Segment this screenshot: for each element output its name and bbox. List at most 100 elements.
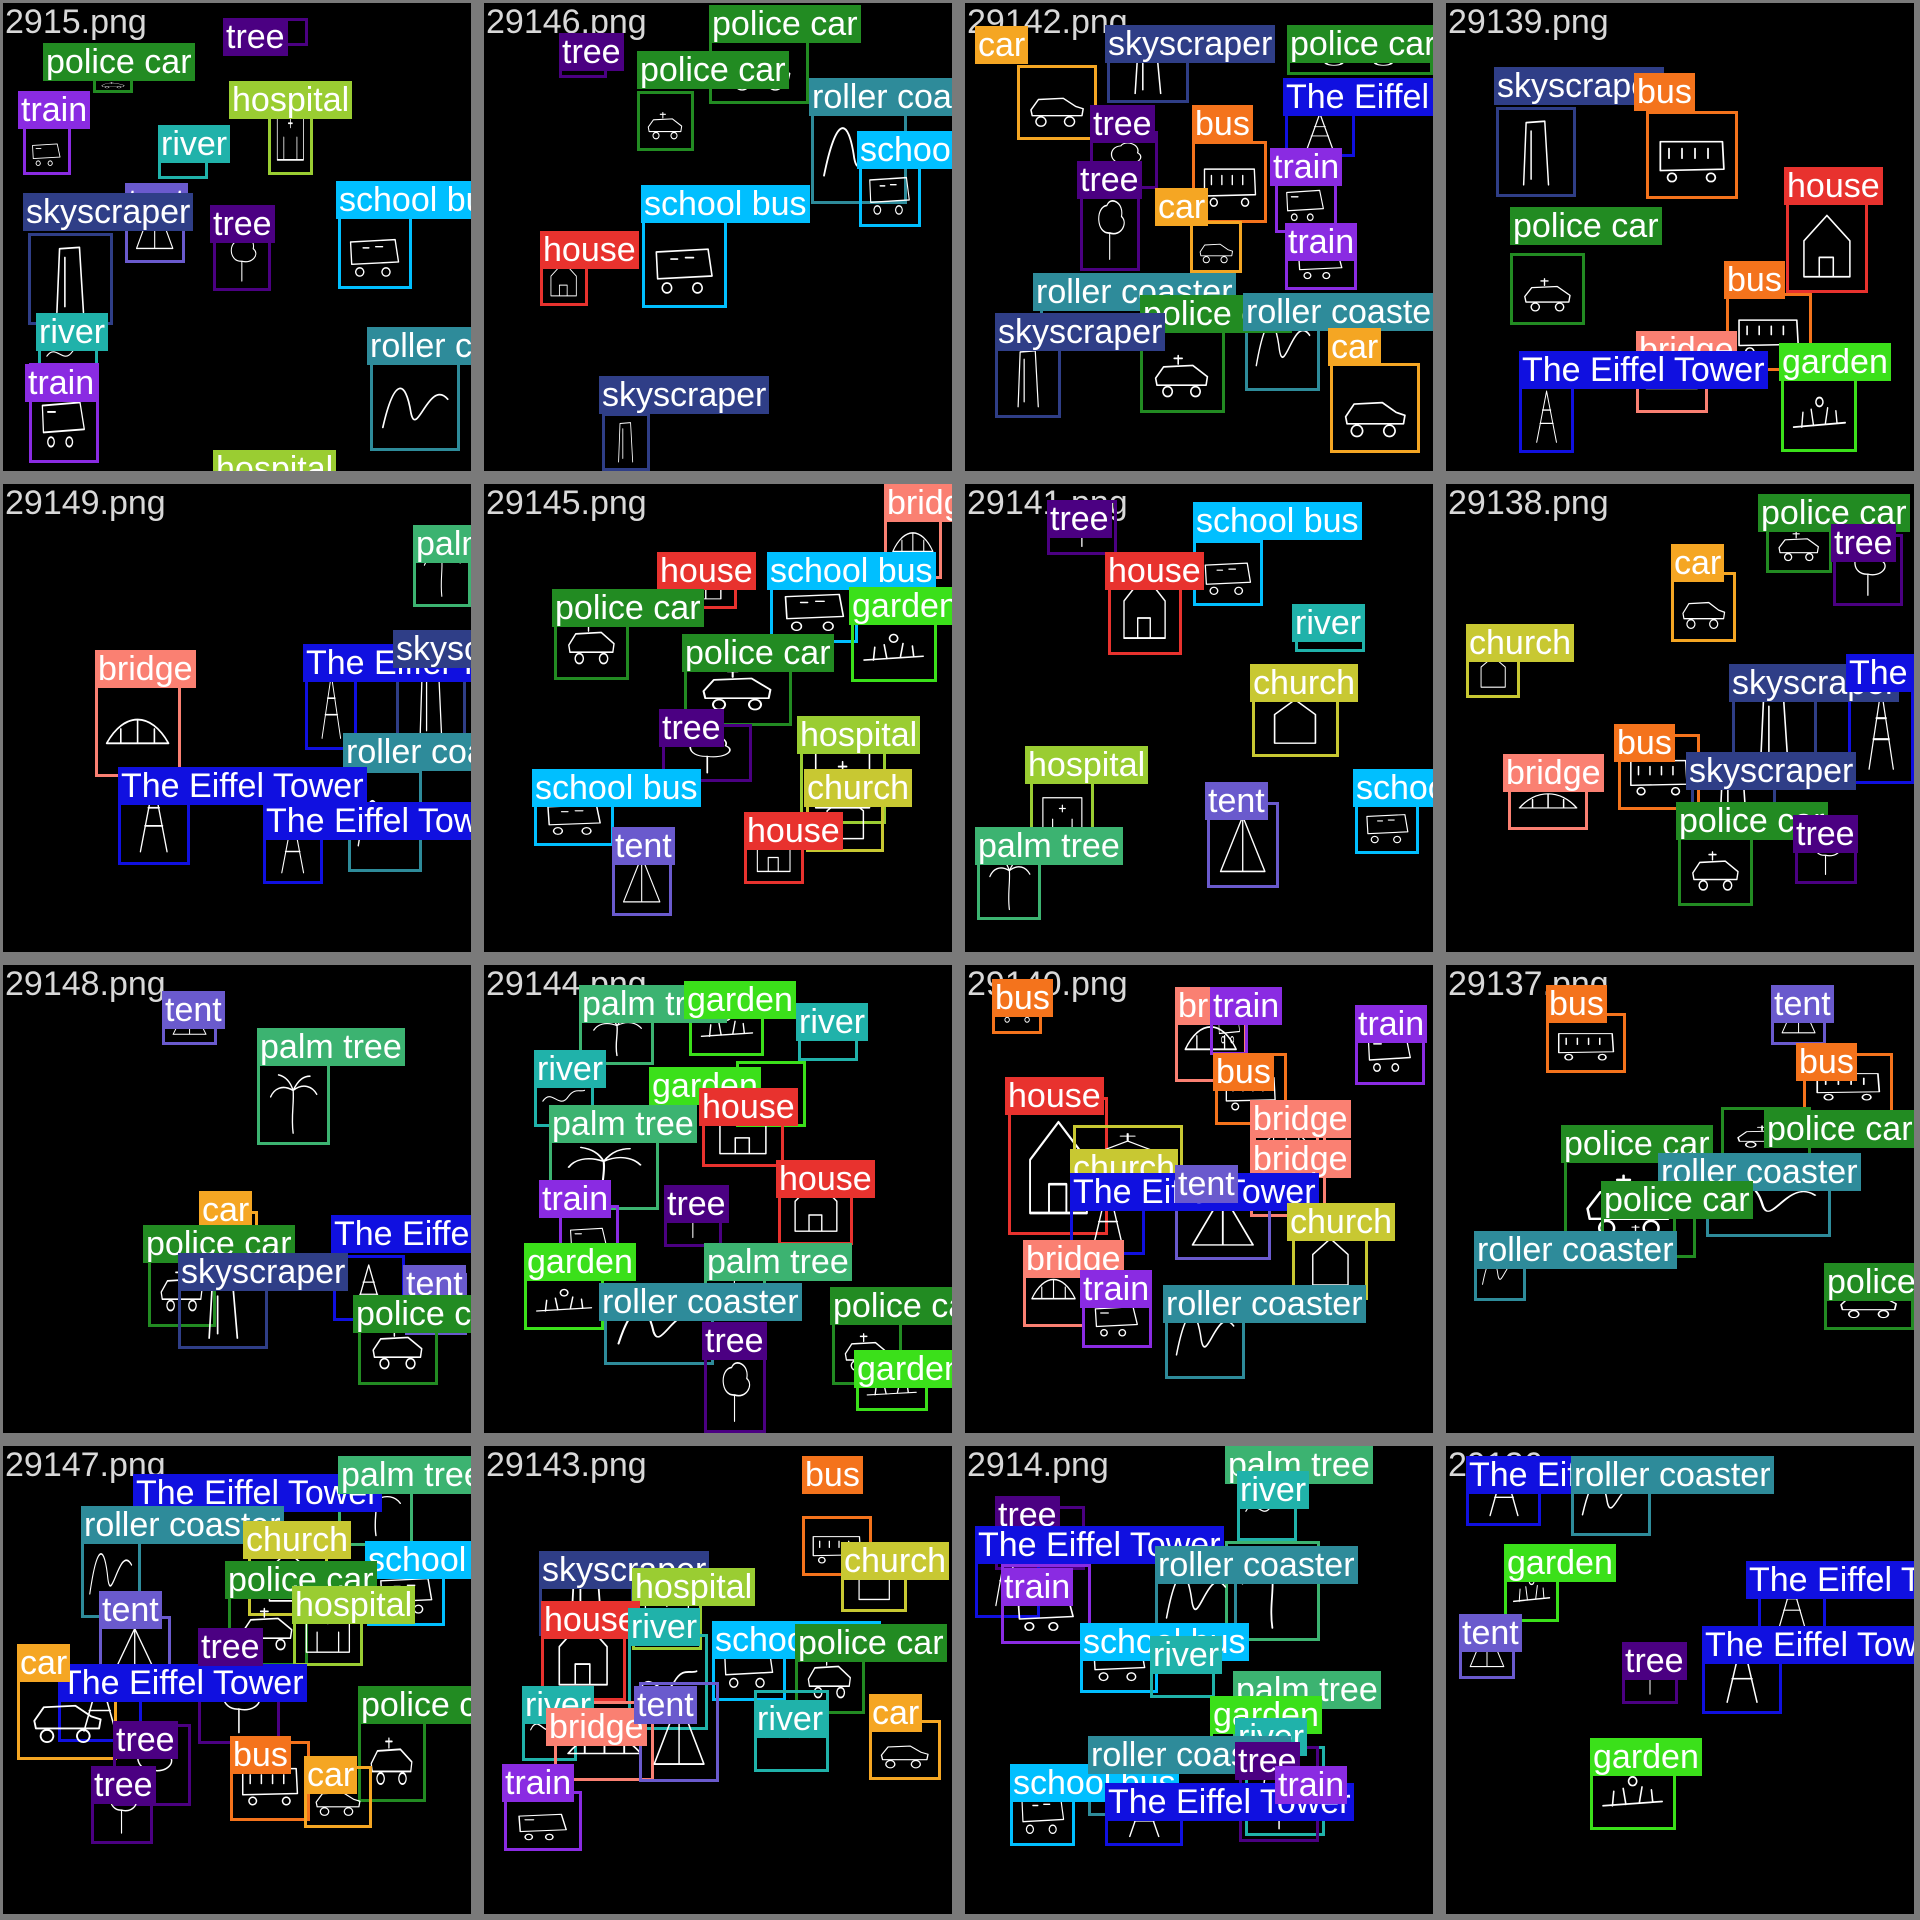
house-sketch <box>550 261 578 297</box>
image-tile: 29137.png bus tent bus police car police car r… <box>1446 965 1914 1433</box>
bbox-label: hospital <box>229 81 353 119</box>
bbox-label: tent <box>99 1591 162 1629</box>
school-bus-sketch <box>655 248 714 294</box>
roller-coaster-sketch <box>381 387 449 429</box>
bbox-label: car <box>1328 328 1382 366</box>
bbox-school-bus <box>642 218 727 308</box>
bbox-skyscraper <box>602 413 650 471</box>
train-sketch <box>1016 1594 1074 1631</box>
skyscraper-sketch <box>618 422 634 463</box>
bbox-label: palm tree <box>975 827 1123 865</box>
bus-sketch <box>241 1767 299 1806</box>
bbox-label: garden <box>1590 1738 1702 1776</box>
bbox-label: garden <box>1504 1544 1616 1582</box>
house-sketch <box>1028 1120 1088 1214</box>
school-bus-sketch <box>1204 562 1252 595</box>
bbox-label: car <box>304 1756 358 1794</box>
bbox-label: tree <box>1077 161 1142 199</box>
bbox-label: The Eiffel Tower <box>1283 78 1433 116</box>
police-car-sketch <box>726 54 790 91</box>
bbox-label: car <box>1671 544 1725 582</box>
bbox-label: police car <box>1764 1110 1914 1148</box>
bbox-label: hospital <box>292 1586 416 1624</box>
bbox-label: house <box>776 1160 875 1198</box>
bus-sketch <box>1203 168 1256 207</box>
bbox-label: train <box>539 1180 612 1218</box>
tile-filename: 29148.png <box>5 965 166 1003</box>
garden-sketch <box>1512 1576 1551 1602</box>
bbox-label: skyscraper <box>1105 25 1276 63</box>
bbox-label: house <box>540 231 639 269</box>
the-eiffel-tower-sketch <box>1306 112 1334 150</box>
bbox-label: train <box>502 1764 575 1802</box>
image-tile: 29147.png The Eiffel Tower palm tree roller… <box>3 1446 471 1914</box>
bbox-label: police car <box>709 5 861 43</box>
car-sketch <box>1199 243 1233 263</box>
bbox-label: train <box>1270 148 1343 186</box>
bbox-label: hospital <box>213 450 337 471</box>
image-tile: 29140.pngbusbridgetraintrainbushousebrid… <box>965 965 1433 1433</box>
bridge-sketch <box>892 532 934 553</box>
bbox-label: house <box>657 552 756 590</box>
the-eiffel-tower-sketch <box>140 781 168 853</box>
the-eiffel-tower-sketch <box>1868 687 1894 771</box>
image-tile: 29138.png police car car tree church skyscrap… <box>1446 484 1914 952</box>
skyscraper-sketch <box>56 246 85 314</box>
garden-sketch <box>863 633 925 661</box>
bbox-label: school bus <box>365 1541 471 1579</box>
bbox-label: police car <box>637 51 789 89</box>
garden-sketch <box>700 1012 753 1037</box>
the-eiffel-tower-sketch <box>355 1264 383 1312</box>
train-sketch <box>41 400 86 447</box>
skyscraper-sketch <box>208 1287 238 1340</box>
police-car-sketch <box>370 1736 413 1785</box>
police-car-sketch <box>807 1655 852 1699</box>
image-tile: 29143.png bus church skyscraper hospital hous… <box>484 1446 952 1914</box>
bbox-label: school bus <box>1353 769 1433 807</box>
bbox-label: church <box>1287 1203 1396 1241</box>
tile-filename: 29138.png <box>1448 484 1609 522</box>
bbox-label: bus <box>230 1736 291 1774</box>
bbox-label: car <box>199 1191 253 1229</box>
image-tile: 2914.png palm tree tree river The Eiffel Tow… <box>965 1446 1433 1914</box>
car-sketch <box>315 1792 361 1817</box>
bbox-label: church <box>1466 624 1575 662</box>
bbox-label: river <box>1237 1471 1310 1509</box>
tile-filename: 29143.png <box>486 1446 647 1484</box>
bbox-label: The Eiffel Tower <box>1519 351 1768 389</box>
police-car-sketch <box>101 82 125 89</box>
bbox-label: school bus <box>857 131 952 169</box>
image-tile: 29145.png bridge house school bus police car… <box>484 484 952 952</box>
bbox-label: skyscraper <box>393 630 471 668</box>
bbox-label: The Eiffel Tower <box>1702 1626 1914 1664</box>
bbox-label: hospital <box>1025 746 1149 784</box>
bbox-label: bus <box>1614 724 1675 762</box>
bbox-police-car <box>637 91 694 151</box>
skyscraper-sketch <box>1017 349 1039 408</box>
bbox-label: tree <box>1047 500 1112 538</box>
bbox-label: skyscraper <box>599 376 770 414</box>
bbox-label: church <box>804 769 913 807</box>
the-eiffel-tower-sketch <box>1726 1637 1758 1703</box>
bbox-label: skyscraper <box>995 313 1166 351</box>
bbox-label: palm tree <box>413 525 471 563</box>
bbox-label: bus <box>1213 1053 1274 1091</box>
train-sketch <box>1298 249 1343 279</box>
bbox-label: bridge <box>95 650 196 688</box>
bbox-label: tree <box>198 1628 263 1666</box>
bbox-label: train <box>1275 1766 1348 1804</box>
bbox-label: roller coaster <box>1163 1285 1366 1323</box>
bridge-sketch <box>1518 793 1578 809</box>
bbox-label: bridge <box>546 1708 647 1746</box>
bbox-label: bus <box>992 979 1053 1017</box>
tent-sketch <box>1220 815 1266 873</box>
bbox-label: train <box>25 364 98 402</box>
bbox-label: hospital <box>797 716 921 754</box>
bbox-label: tent <box>1771 985 1834 1023</box>
police-car-sketch <box>1691 851 1739 891</box>
bbox-label: tree <box>1793 815 1858 853</box>
image-tile: 29148.png tent palm tree car police car The E… <box>3 965 471 1433</box>
bbox-label: house <box>699 1088 798 1126</box>
garden-sketch <box>1602 1775 1664 1807</box>
bbox-skyscraper <box>28 233 113 325</box>
